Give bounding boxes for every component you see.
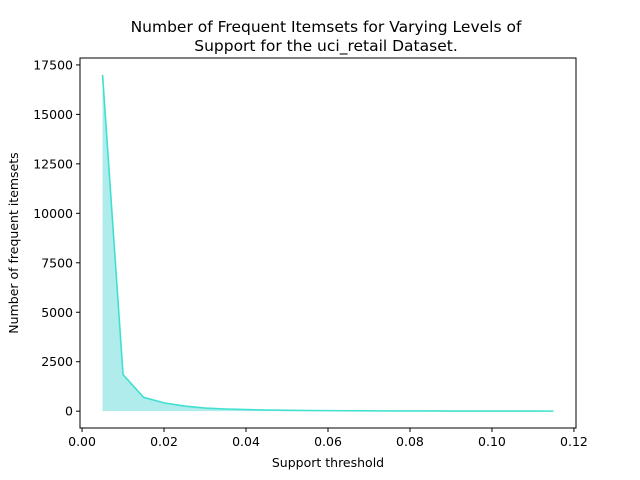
y-tick-label: 5000 — [41, 305, 73, 320]
chart-title-line-2: Support for the uci_retail Dataset. — [194, 37, 458, 56]
y-axis-label: Number of frequent itemsets — [6, 152, 21, 333]
y-tick-label: 0 — [65, 404, 73, 419]
x-tick-label: 0.08 — [396, 434, 424, 449]
y-tick-label: 2500 — [41, 354, 73, 369]
series-0-line — [101, 74, 554, 412]
y-tick-label: 17500 — [33, 57, 73, 72]
x-axis: 0.00 0.02 0.04 0.06 0.08 0.10 0.12 — [68, 428, 588, 449]
y-tick-label: 15000 — [33, 107, 73, 122]
chart-title-line-1: Number of Frequent Itemsets for Varying … — [131, 18, 522, 36]
x-tick-label: 0.04 — [232, 434, 260, 449]
x-tick-label: 0.06 — [314, 434, 342, 449]
x-tick-label: 0.02 — [150, 434, 178, 449]
y-tick-label: 7500 — [41, 255, 73, 270]
x-axis-label: Support threshold — [272, 455, 384, 470]
plot-area — [101, 74, 554, 412]
x-tick-label: 0.00 — [68, 434, 96, 449]
y-axis: 0 2500 5000 7500 10000 12500 15000 17500 — [33, 57, 80, 419]
x-tick-label: 0.12 — [560, 434, 588, 449]
y-tick-label: 10000 — [33, 206, 73, 221]
x-tick-label: 0.10 — [478, 434, 506, 449]
y-tick-label: 12500 — [33, 156, 73, 171]
